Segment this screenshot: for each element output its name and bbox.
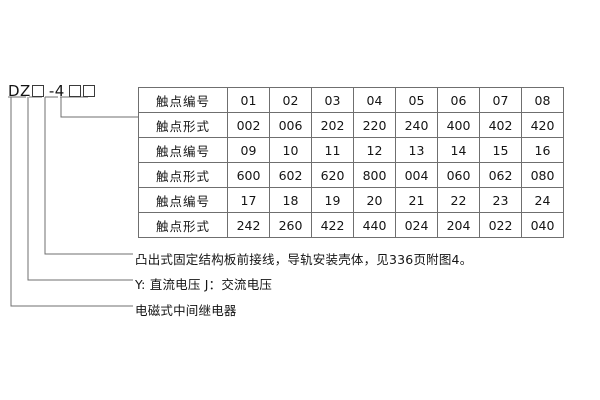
row-label: 触点形式 [138,162,228,188]
table-cell: 15 [479,137,522,163]
table-cell: 242 [227,212,270,238]
table-cell: 01 [227,87,270,113]
table-cell: 022 [479,212,522,238]
model-code-box-3 [82,85,95,97]
table-cell: 002 [227,112,270,138]
table-cell: 22 [437,187,480,213]
table-cell: 024 [395,212,438,238]
table-cell: 12 [353,137,396,163]
table-cell: 08 [521,87,564,113]
leader-to-voltage-note [27,97,133,281]
table-cell: 004 [395,162,438,188]
row-label: 触点编号 [138,87,228,113]
table-cell: 240 [395,112,438,138]
table-cell: 800 [353,162,396,188]
leader-to-table [60,97,140,118]
table-cell: 600 [227,162,270,188]
table-cell: 24 [521,187,564,213]
table-cell: 040 [521,212,564,238]
table-cell: 21 [395,187,438,213]
table-cell: 620 [311,162,354,188]
table-cell: 402 [479,112,522,138]
table-cell: 400 [437,112,480,138]
table-cell: 09 [227,137,270,163]
table-row: 触点形式 002 006 202 220 240 400 402 420 [138,112,564,138]
table-cell: 20 [353,187,396,213]
table-cell: 440 [353,212,396,238]
table-cell: 204 [437,212,480,238]
table-cell: 11 [311,137,354,163]
table-row: 触点编号 09 10 11 12 13 14 15 16 [138,137,564,163]
table-cell: 18 [269,187,312,213]
table-cell: 03 [311,87,354,113]
table-cell: 10 [269,137,312,163]
table-cell: 17 [227,187,270,213]
leader-to-structure-note [44,97,133,255]
table-cell: 202 [311,112,354,138]
table-cell: 05 [395,87,438,113]
note-voltage: Y: 直流电压 J：交流电压 [135,277,273,292]
row-label: 触点形式 [138,212,228,238]
table-row: 触点形式 600 602 620 800 004 060 062 080 [138,162,564,188]
table-cell: 060 [437,162,480,188]
model-code-box-1 [31,85,44,97]
table-row: 触点编号 17 18 19 20 21 22 23 24 [138,187,564,213]
row-label: 触点形式 [138,112,228,138]
table-cell: 220 [353,112,396,138]
table-cell: 062 [479,162,522,188]
model-code: DZ -4 [8,82,96,100]
table-cell: 080 [521,162,564,188]
table-cell: 19 [311,187,354,213]
table-row: 触点编号 01 02 03 04 05 06 07 08 [138,87,564,113]
row-label: 触点编号 [138,187,228,213]
row-label: 触点编号 [138,137,228,163]
table-cell: 23 [479,187,522,213]
note-structure: 凸出式固定结构板前接线，导轨安装壳体，见336页附图4。 [135,252,473,267]
model-code-box-2 [68,85,81,97]
table-cell: 04 [353,87,396,113]
table-cell: 06 [437,87,480,113]
table-cell: 14 [437,137,480,163]
table-cell: 006 [269,112,312,138]
model-code-prefix: DZ [8,82,31,100]
table-row: 触点形式 242 260 422 440 024 204 022 040 [138,212,564,238]
table-cell: 13 [395,137,438,163]
leader-to-device-note [10,97,133,307]
note-device: 电磁式中间继电器 [135,303,237,318]
table-cell: 602 [269,162,312,188]
table-cell: 02 [269,87,312,113]
contact-code-table: 触点编号 01 02 03 04 05 06 07 08 触点形式 002 00… [138,87,564,238]
table-cell: 420 [521,112,564,138]
table-cell: 260 [269,212,312,238]
table-cell: 422 [311,212,354,238]
table-cell: 07 [479,87,522,113]
table-cell: 16 [521,137,564,163]
model-code-series: -4 [48,82,65,100]
